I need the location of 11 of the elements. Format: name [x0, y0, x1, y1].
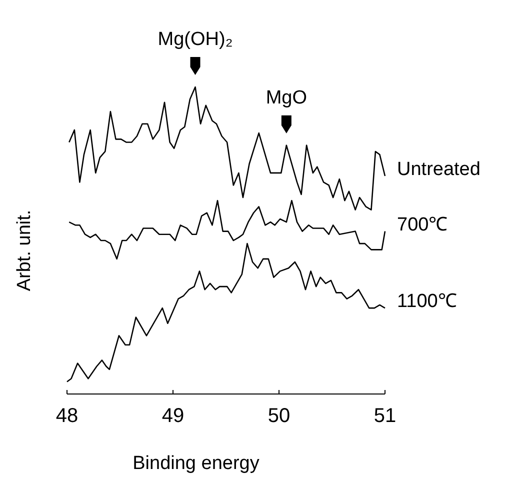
annotation: MgO [266, 87, 308, 108]
series-label: 700℃ [397, 214, 448, 236]
y-axis-title: Arbt. unit. [14, 210, 35, 292]
annotation: Mg(OH)₂ [158, 29, 233, 50]
x-tick-label: 49 [162, 405, 184, 427]
series-label: Untreated [397, 159, 480, 180]
x-axis-title: Binding energy [132, 453, 260, 474]
series-label: 1100℃ [397, 291, 457, 312]
x-tick-label: 50 [268, 405, 290, 427]
x-tick-label: 51 [374, 405, 396, 427]
x-tick-label: 48 [56, 405, 78, 427]
